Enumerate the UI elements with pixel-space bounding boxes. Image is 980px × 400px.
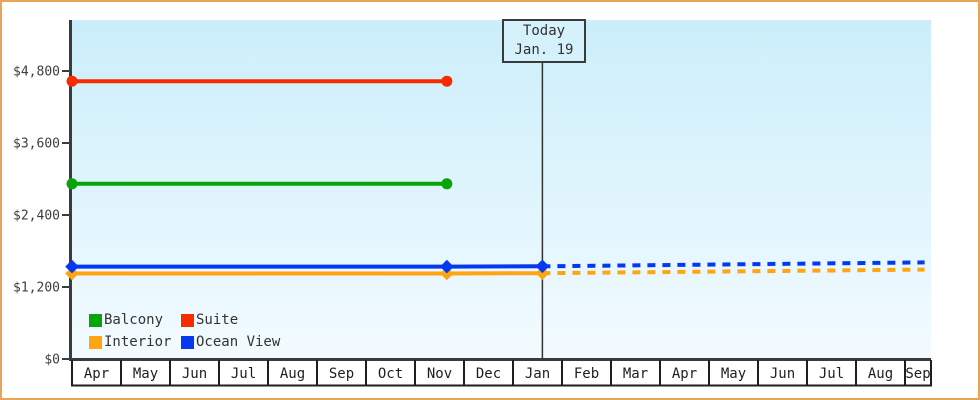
month-label: May: [721, 366, 746, 382]
month-label: Dec: [476, 366, 501, 382]
ocean-view-forecast-line: [542, 260, 925, 269]
suite-marker: [441, 75, 453, 87]
balcony-marker: [441, 178, 453, 190]
suite-swatch-icon: [181, 313, 194, 327]
balcony-marker: [66, 178, 78, 190]
ocean-view-swatch-icon: [181, 335, 194, 349]
y-tick-label: $4,800: [13, 65, 60, 80]
y-tick-label: $0: [44, 353, 60, 368]
legend-label-interior: Interior: [104, 334, 172, 350]
legend-item-interior: Interior: [89, 334, 181, 350]
interior-marker: [440, 266, 454, 281]
month-label: Sep: [905, 366, 930, 382]
plot-background: [72, 20, 931, 360]
today-marker-label: Today Jan. 19: [502, 19, 586, 63]
interior-forecast-line: [542, 267, 925, 276]
legend-label-suite: Suite: [196, 312, 239, 328]
month-label: Jun: [770, 366, 795, 382]
today-date: Jan. 19: [514, 42, 574, 58]
legend-item-ocean-view: Ocean View: [181, 334, 280, 350]
suite-marker: [66, 75, 78, 87]
month-label: Sep: [329, 366, 354, 382]
month-label: Feb: [574, 366, 599, 382]
legend-item-balcony: Balcony: [89, 312, 181, 328]
month-label: Jan: [525, 366, 550, 382]
ocean-view-marker: [535, 259, 550, 274]
month-label: Aug: [868, 366, 893, 382]
y-tick-label: $3,600: [13, 137, 60, 152]
y-tick-label: $2,400: [13, 209, 60, 224]
chart-legend: Balcony Suite Interior Ocean View: [89, 312, 280, 350]
month-label: Jul: [819, 366, 844, 382]
ocean-view-marker: [440, 259, 454, 274]
month-label: Jun: [182, 366, 207, 382]
legend-label-balcony: Balcony: [104, 312, 164, 328]
balcony-swatch-icon: [89, 313, 102, 327]
month-label: Apr: [84, 366, 109, 382]
month-label: May: [133, 366, 158, 382]
legend-item-suite: Suite: [181, 312, 280, 328]
y-tick-label: $1,200: [13, 281, 60, 296]
month-label: Aug: [280, 366, 305, 382]
legend-label-ocean-view: Ocean View: [196, 334, 281, 350]
month-label: Nov: [427, 366, 452, 382]
month-label: Mar: [623, 366, 648, 382]
interior-swatch-icon: [89, 335, 102, 349]
month-label: Oct: [378, 366, 403, 382]
month-label: Apr: [672, 366, 697, 382]
month-row: [72, 361, 931, 385]
today-title: Today: [522, 23, 566, 39]
month-label: Jul: [231, 366, 256, 382]
